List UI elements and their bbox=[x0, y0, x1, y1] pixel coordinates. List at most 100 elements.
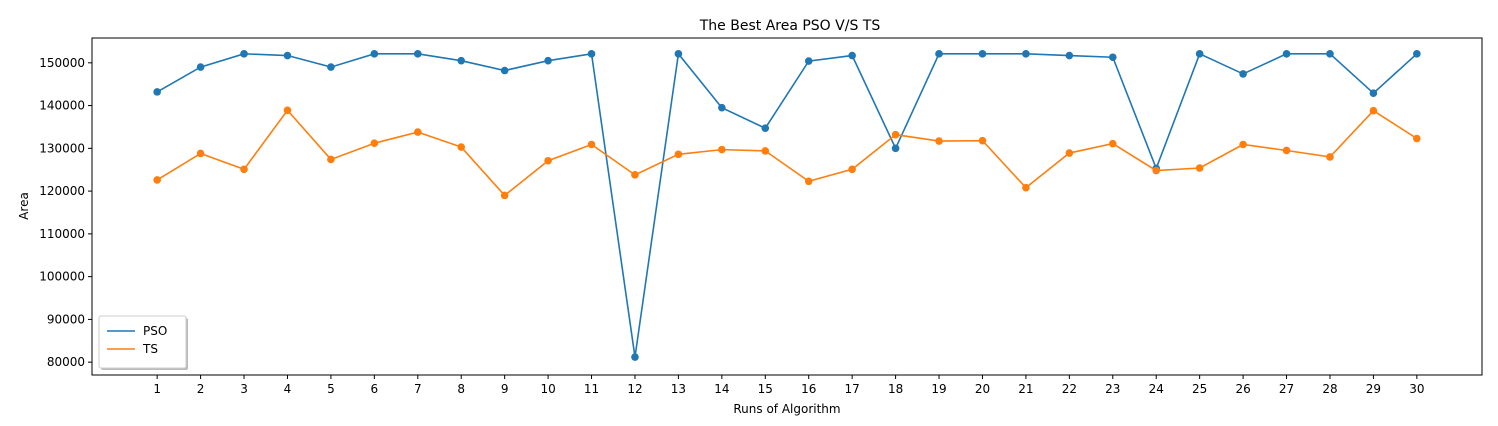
data-point-ts bbox=[370, 139, 379, 148]
data-point-pso bbox=[1282, 50, 1291, 58]
x-tick-label: 22 bbox=[1062, 382, 1077, 396]
x-tick-label: 26 bbox=[1235, 382, 1250, 396]
x-tick-label: 3 bbox=[240, 382, 248, 396]
x-tick-label: 16 bbox=[801, 382, 816, 396]
data-point-ts bbox=[457, 143, 466, 151]
data-point-pso bbox=[1326, 50, 1334, 58]
data-point-ts bbox=[674, 150, 683, 159]
data-point-pso bbox=[500, 66, 509, 75]
x-tick-label: 19 bbox=[931, 382, 946, 396]
y-tick-label: 130000 bbox=[39, 141, 85, 155]
x-axis-label: Runs of Algorithm bbox=[733, 402, 840, 416]
data-point-ts bbox=[587, 140, 596, 149]
data-point-pso bbox=[935, 50, 943, 58]
chart-title: The Best Area PSO V/S TS bbox=[699, 18, 881, 34]
data-point-pso bbox=[413, 50, 422, 58]
data-point-ts bbox=[1022, 183, 1030, 192]
data-point-pso bbox=[283, 51, 292, 60]
legend-box bbox=[98, 315, 187, 369]
data-point-ts bbox=[1282, 146, 1291, 155]
data-point-ts bbox=[1413, 134, 1421, 143]
data-point-pso bbox=[891, 144, 900, 153]
data-point-pso bbox=[1413, 50, 1421, 58]
y-tick-label: 90000 bbox=[47, 312, 85, 326]
data-point-ts bbox=[804, 177, 813, 186]
data-point-ts bbox=[240, 165, 248, 174]
x-tick-label: 25 bbox=[1192, 382, 1207, 396]
data-point-ts bbox=[1369, 106, 1378, 115]
data-point-ts bbox=[500, 191, 509, 200]
series-line-pso bbox=[156, 51, 1418, 358]
data-point-ts bbox=[978, 136, 987, 145]
y-tick-label: 110000 bbox=[39, 227, 85, 241]
data-point-pso bbox=[544, 56, 552, 65]
data-point-pso bbox=[1108, 53, 1117, 62]
data-point-pso bbox=[240, 50, 248, 58]
x-tick-label: 5 bbox=[327, 382, 335, 396]
x-tick-label: 12 bbox=[627, 382, 642, 396]
data-point-ts bbox=[283, 106, 292, 115]
data-point-ts bbox=[935, 137, 943, 145]
data-point-pso bbox=[1195, 50, 1204, 58]
data-point-pso bbox=[327, 63, 335, 71]
x-tick-label: 28 bbox=[1322, 382, 1337, 396]
x-tick-label: 14 bbox=[714, 382, 729, 396]
x-tick-label: 17 bbox=[845, 382, 860, 396]
data-point-ts bbox=[327, 155, 335, 164]
data-point-pso bbox=[153, 88, 161, 96]
x-tick-label: 23 bbox=[1105, 382, 1120, 396]
data-point-ts bbox=[848, 165, 856, 174]
y-axis-label: Area bbox=[17, 192, 31, 220]
legend: PSO TS bbox=[98, 315, 188, 370]
x-tick-label: 27 bbox=[1279, 382, 1294, 396]
data-point-ts bbox=[1065, 149, 1074, 157]
x-tick-label: 21 bbox=[1018, 382, 1033, 396]
x-tick-label: 11 bbox=[584, 382, 599, 396]
data-point-pso bbox=[674, 50, 683, 58]
data-point-ts bbox=[196, 149, 205, 158]
y-tick-label: 80000 bbox=[47, 355, 85, 369]
x-tick-label: 6 bbox=[371, 382, 379, 396]
data-point-ts bbox=[413, 128, 422, 136]
data-point-ts bbox=[1108, 139, 1117, 148]
x-tick-label: 30 bbox=[1409, 382, 1424, 396]
y-tick-label: 140000 bbox=[39, 99, 85, 113]
data-point-pso bbox=[804, 57, 813, 65]
data-point-pso bbox=[761, 124, 770, 133]
x-tick-label: 9 bbox=[501, 382, 509, 396]
data-point-pso bbox=[1369, 89, 1378, 97]
data-point-pso bbox=[196, 63, 205, 71]
data-point-pso bbox=[1022, 50, 1030, 58]
x-tick-label: 24 bbox=[1149, 382, 1164, 396]
data-point-ts bbox=[761, 147, 770, 155]
y-tick-label: 100000 bbox=[39, 270, 85, 284]
plot-frame bbox=[91, 37, 1483, 376]
data-point-pso bbox=[718, 103, 726, 112]
data-point-pso bbox=[1065, 51, 1074, 60]
legend-label-ts: TS bbox=[142, 342, 158, 356]
x-tick-label: 20 bbox=[975, 382, 990, 396]
legend-label-pso: PSO bbox=[143, 324, 167, 338]
x-tick-label: 7 bbox=[414, 382, 422, 396]
data-point-ts bbox=[544, 156, 552, 165]
x-tick-label: 13 bbox=[671, 382, 686, 396]
data-point-ts bbox=[631, 171, 639, 179]
data-point-ts bbox=[1326, 153, 1334, 161]
x-tick-label: 8 bbox=[457, 382, 465, 396]
x-tick-label: 29 bbox=[1366, 382, 1381, 396]
data-point-pso bbox=[370, 50, 379, 58]
x-tick-label: 10 bbox=[540, 382, 555, 396]
data-point-pso bbox=[978, 50, 987, 58]
x-tick-label: 1 bbox=[153, 382, 161, 396]
y-tick-label: 120000 bbox=[39, 184, 85, 198]
x-tick-label: 18 bbox=[888, 382, 903, 396]
data-point-pso bbox=[631, 353, 639, 361]
x-tick-label: 4 bbox=[284, 382, 292, 396]
x-tick-label: 15 bbox=[758, 382, 773, 396]
data-point-ts bbox=[891, 130, 900, 139]
data-point-ts bbox=[1195, 164, 1204, 172]
data-point-pso bbox=[1239, 70, 1247, 78]
data-point-pso bbox=[457, 56, 466, 65]
plot-area: 1 2 3 4 5 6 7 8 9 10 11 12 13 14 15 16 17 18 19 20 21 22 23 24 2… bbox=[39, 50, 1424, 396]
